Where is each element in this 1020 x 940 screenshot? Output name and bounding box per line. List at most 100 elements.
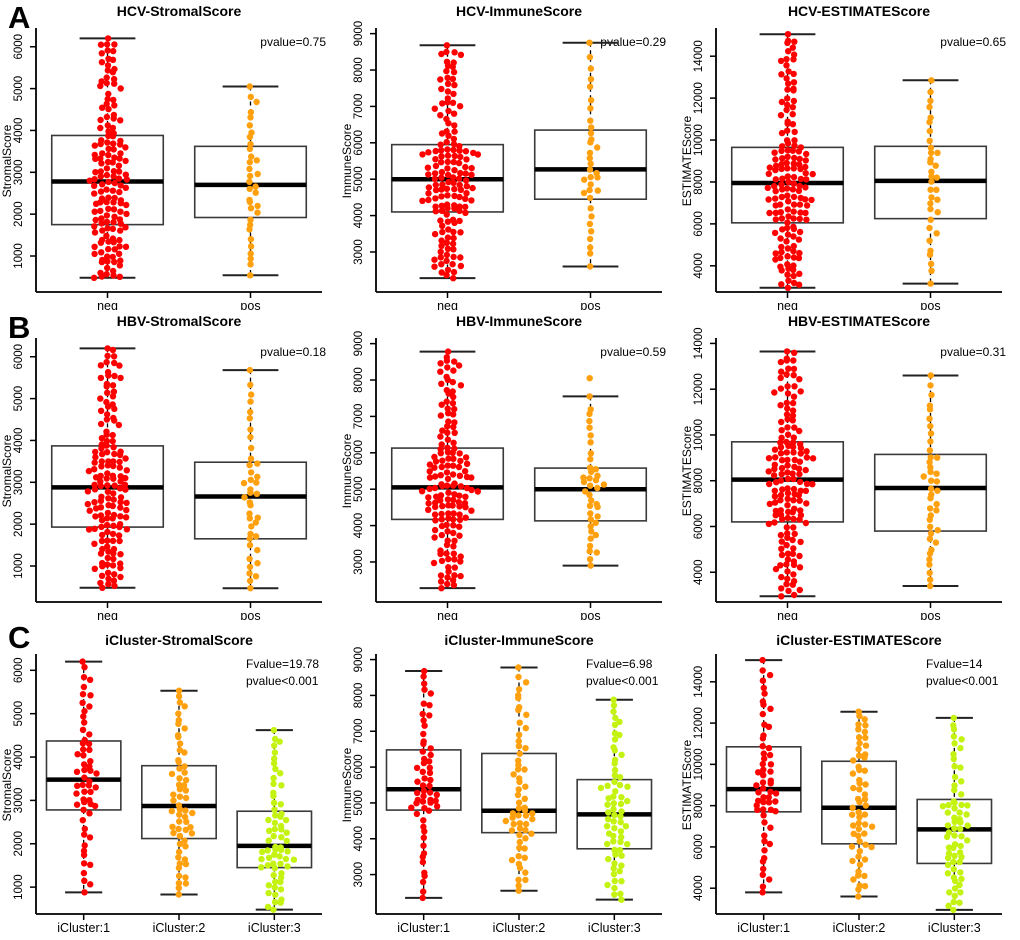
data-point bbox=[270, 774, 277, 782]
data-point bbox=[796, 201, 804, 208]
data-point bbox=[110, 75, 118, 83]
data-point bbox=[586, 393, 593, 400]
data-point bbox=[522, 876, 529, 884]
data-point bbox=[438, 585, 445, 592]
data-point bbox=[928, 391, 935, 399]
data-point bbox=[759, 779, 767, 786]
data-point bbox=[515, 786, 522, 793]
data-point bbox=[783, 106, 790, 114]
data-point bbox=[797, 538, 804, 546]
data-point bbox=[438, 401, 445, 408]
data-point bbox=[438, 237, 445, 244]
chart-panel-hbv-estimatescore: HBV-ESTIMATEScorepvalue=0.31400060008000… bbox=[680, 313, 1006, 620]
data-point bbox=[426, 782, 433, 790]
data-point bbox=[176, 740, 184, 747]
data-point bbox=[116, 188, 123, 196]
data-point bbox=[789, 581, 796, 588]
data-point bbox=[795, 148, 803, 155]
data-point bbox=[850, 822, 857, 829]
jitter-points-group bbox=[84, 345, 131, 591]
data-point bbox=[117, 150, 124, 157]
data-point bbox=[86, 703, 93, 710]
data-point bbox=[111, 179, 118, 187]
data-point bbox=[771, 499, 779, 506]
data-point bbox=[111, 450, 118, 458]
data-point bbox=[616, 846, 624, 854]
data-point bbox=[784, 405, 791, 412]
data-point bbox=[97, 116, 104, 124]
data-point bbox=[610, 696, 617, 703]
data-point bbox=[784, 31, 792, 38]
data-point bbox=[856, 766, 863, 774]
data-point bbox=[81, 877, 88, 884]
data-point bbox=[449, 577, 457, 584]
data-point bbox=[439, 228, 446, 236]
data-point bbox=[778, 427, 785, 434]
data-point bbox=[109, 346, 117, 354]
data-point bbox=[856, 786, 863, 793]
data-point bbox=[784, 95, 791, 102]
data-point bbox=[450, 510, 457, 517]
data-point bbox=[451, 81, 458, 89]
data-point bbox=[469, 184, 476, 192]
data-point bbox=[617, 890, 624, 897]
data-point bbox=[760, 766, 767, 773]
data-point bbox=[803, 448, 810, 455]
data-point bbox=[104, 470, 111, 477]
data-point bbox=[116, 155, 123, 162]
data-point bbox=[783, 581, 790, 588]
data-point bbox=[784, 431, 792, 438]
data-point bbox=[445, 107, 452, 115]
data-point bbox=[789, 417, 796, 424]
data-point bbox=[797, 507, 804, 514]
data-point bbox=[277, 878, 284, 886]
data-point bbox=[784, 253, 791, 260]
data-point bbox=[111, 258, 118, 266]
data-point bbox=[926, 516, 933, 523]
data-point bbox=[783, 399, 790, 407]
x-category-label: pos bbox=[240, 299, 260, 310]
jitter-points-group bbox=[753, 656, 780, 896]
data-point bbox=[444, 146, 451, 153]
data-point bbox=[91, 540, 98, 547]
data-point bbox=[92, 169, 99, 176]
data-point bbox=[789, 104, 796, 111]
data-point bbox=[617, 800, 625, 808]
data-point bbox=[927, 523, 934, 530]
data-point bbox=[86, 507, 93, 514]
x-category-label: iCluster:2 bbox=[833, 921, 886, 935]
data-point bbox=[426, 485, 433, 492]
data-point bbox=[93, 770, 100, 777]
data-point bbox=[117, 494, 125, 501]
y-tick-label: 9000 bbox=[353, 21, 365, 47]
data-point bbox=[431, 534, 438, 541]
data-point bbox=[753, 782, 760, 789]
data-point bbox=[104, 264, 111, 272]
data-point bbox=[92, 155, 99, 162]
data-point bbox=[928, 168, 935, 175]
data-point bbox=[443, 48, 450, 56]
data-point bbox=[79, 817, 87, 824]
data-point bbox=[276, 738, 283, 745]
data-point bbox=[116, 262, 124, 269]
data-point bbox=[182, 843, 189, 850]
data-point bbox=[767, 824, 774, 831]
data-point bbox=[784, 475, 791, 483]
data-point bbox=[80, 860, 88, 867]
data-point bbox=[109, 56, 117, 63]
data-point bbox=[785, 68, 792, 75]
data-point bbox=[98, 258, 106, 266]
data-point bbox=[933, 507, 940, 514]
data-point bbox=[80, 713, 87, 720]
data-point bbox=[180, 782, 188, 789]
data-point bbox=[803, 216, 810, 223]
data-point bbox=[790, 571, 797, 578]
data-point bbox=[246, 172, 254, 180]
data-point bbox=[587, 173, 594, 181]
data-point bbox=[110, 173, 117, 180]
data-point bbox=[510, 771, 517, 778]
data-point bbox=[97, 420, 105, 428]
data-point bbox=[462, 514, 469, 521]
data-point bbox=[784, 245, 792, 252]
data-point bbox=[247, 469, 255, 476]
